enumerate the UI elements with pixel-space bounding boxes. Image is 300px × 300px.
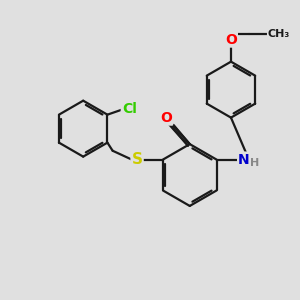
Text: S: S [132,152,142,167]
Text: O: O [225,33,237,46]
Text: Cl: Cl [122,102,136,116]
Text: H: H [250,158,260,168]
Text: CH₃: CH₃ [268,29,290,39]
Text: O: O [160,111,172,124]
Text: N: N [238,153,250,166]
